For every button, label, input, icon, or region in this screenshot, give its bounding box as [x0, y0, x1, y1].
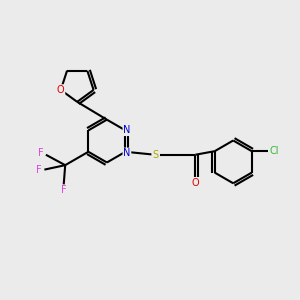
Text: F: F [36, 165, 42, 175]
Text: N: N [123, 125, 130, 135]
Text: O: O [57, 85, 64, 95]
Text: F: F [38, 148, 43, 158]
Text: S: S [152, 150, 158, 160]
Text: Cl: Cl [270, 146, 279, 156]
Text: O: O [191, 178, 199, 188]
Text: N: N [123, 148, 130, 158]
Text: F: F [61, 185, 67, 195]
